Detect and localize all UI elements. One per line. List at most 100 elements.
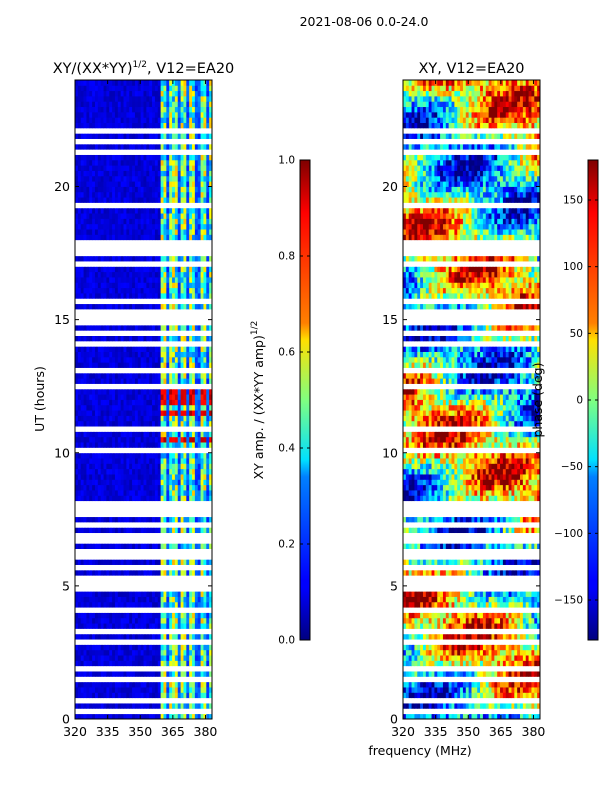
amplitude-cell <box>174 420 179 427</box>
amplitude-cell <box>209 548 212 555</box>
amplitude-cell <box>137 399 142 406</box>
amplitude-cell <box>89 708 93 715</box>
amplitude-cell <box>120 713 124 719</box>
amplitude-cell <box>137 367 142 374</box>
amplitude-cell <box>134 644 139 651</box>
amplitude-cell <box>203 495 207 502</box>
amplitude-cell <box>97 591 102 597</box>
amplitude-cell <box>180 394 184 400</box>
amplitude-cell <box>152 261 156 267</box>
amplitude-cell <box>157 692 162 699</box>
amplitude-cell <box>177 500 182 507</box>
amplitude-cell <box>123 596 127 603</box>
amplitude-cell <box>94 378 99 384</box>
amplitude-cell <box>209 559 212 565</box>
amplitude-cell <box>154 468 159 475</box>
amplitude-cell <box>123 346 127 352</box>
amplitude-cell <box>100 287 104 294</box>
amplitude-cell <box>143 639 147 645</box>
amplitude-cell <box>89 340 93 347</box>
amplitude-cell <box>152 426 156 432</box>
amplitude-cell <box>183 351 187 358</box>
amplitude-cell <box>149 346 153 352</box>
amplitude-cell <box>129 639 133 645</box>
amplitude-cell <box>183 585 187 592</box>
amplitude-cell <box>120 426 124 432</box>
amplitude-cell <box>112 207 116 214</box>
amplitude-cell <box>200 665 204 672</box>
amplitude-cell <box>154 319 159 326</box>
amplitude-cell <box>75 484 79 491</box>
amplitude-cell <box>186 623 190 629</box>
amplitude-cell <box>83 319 87 326</box>
amplitude-cell <box>200 591 204 597</box>
amplitude-cell <box>149 399 153 406</box>
amplitude-cell <box>77 649 82 656</box>
amplitude-cell <box>194 639 199 645</box>
amplitude-cell <box>186 261 190 267</box>
amplitude-cell <box>177 468 182 475</box>
amplitude-cell <box>112 165 116 171</box>
amplitude-cell <box>140 474 144 480</box>
amplitude-cell <box>157 340 162 347</box>
amplitude-cell <box>152 543 156 549</box>
amplitude-cell <box>152 569 156 576</box>
amplitude-cell <box>200 495 204 502</box>
amplitude-cell <box>186 495 190 502</box>
amplitude-cell <box>209 431 212 438</box>
amplitude-cell <box>123 234 127 241</box>
amplitude-cell <box>100 277 104 283</box>
amplitude-cell <box>149 564 153 571</box>
amplitude-cell <box>183 490 187 496</box>
amplitude-cell <box>80 356 84 363</box>
amplitude-cell <box>154 223 159 230</box>
amplitude-cell <box>103 293 107 299</box>
amplitude-cell <box>97 356 102 363</box>
amplitude-cell <box>143 410 147 416</box>
amplitude-cell <box>83 255 87 262</box>
amplitude-cell <box>163 612 167 619</box>
amplitude-cell <box>137 553 142 560</box>
amplitude-cell <box>149 676 153 683</box>
amplitude-cell <box>77 404 82 411</box>
amplitude-cell <box>83 298 87 305</box>
amplitude-cell <box>117 495 122 502</box>
amplitude-cell <box>149 692 153 699</box>
amplitude-cell <box>192 671 196 677</box>
amplitude-cell <box>192 399 196 406</box>
amplitude-cell <box>112 559 116 565</box>
amplitude-cell <box>123 186 127 193</box>
amplitude-cell <box>154 511 159 518</box>
amplitude-cell <box>123 474 127 480</box>
amplitude-cell <box>174 521 179 528</box>
amplitude-cell <box>166 213 170 219</box>
amplitude-cell <box>157 708 162 715</box>
amplitude-cell <box>172 308 176 315</box>
amplitude-cell <box>183 703 187 709</box>
amplitude-cell <box>180 287 184 294</box>
amplitude-cell <box>137 319 142 326</box>
amplitude-cell <box>183 410 187 416</box>
amplitude-cell <box>177 223 182 230</box>
amplitude-cell <box>109 655 113 661</box>
amplitude-cell <box>106 170 110 177</box>
amplitude-cell <box>123 617 127 624</box>
amplitude-cell <box>117 303 122 310</box>
amplitude-cell <box>169 250 173 257</box>
amplitude-cell <box>106 671 110 677</box>
amplitude-cell <box>152 474 156 480</box>
amplitude-cell <box>163 346 167 352</box>
amplitude-cell <box>80 532 84 539</box>
amplitude-cell <box>174 474 179 480</box>
amplitude-cell <box>203 479 207 486</box>
amplitude-cell <box>129 671 133 677</box>
amplitude-cell <box>140 303 144 310</box>
amplitude-cell <box>109 340 113 347</box>
amplitude-cell <box>80 308 84 315</box>
amplitude-cell <box>134 564 139 571</box>
amplitude-cell <box>209 585 212 592</box>
amplitude-cell <box>160 484 164 491</box>
amplitude-cell <box>206 575 210 581</box>
amplitude-cell <box>172 335 176 342</box>
amplitude-cell <box>163 340 167 347</box>
